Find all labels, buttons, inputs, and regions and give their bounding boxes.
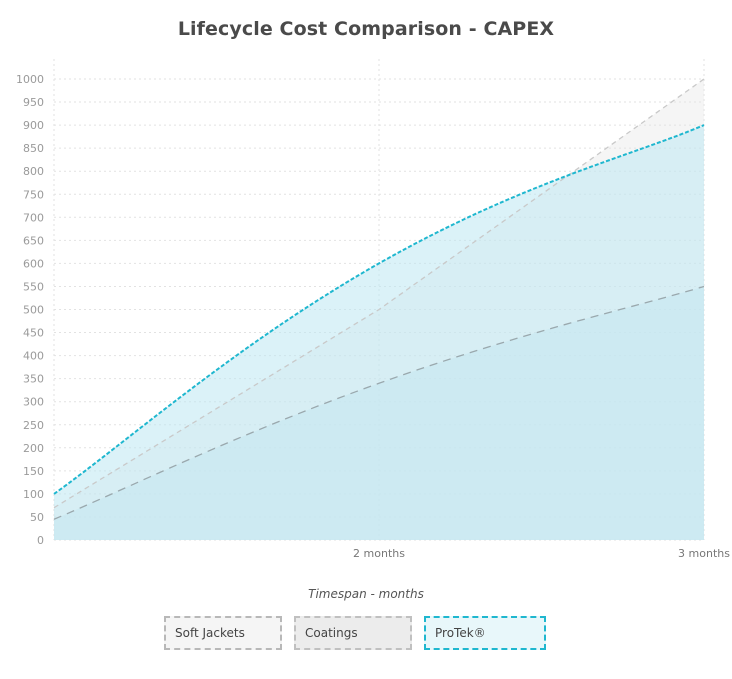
y-tick-label: 1000 xyxy=(16,73,44,86)
x-axis-label: Timespan - months xyxy=(308,587,424,601)
y-tick-label: 800 xyxy=(23,165,44,178)
y-tick-label: 550 xyxy=(23,280,44,293)
chart-canvas: 0 50 100 150 200 250 300 350 400 450 500 550 600 650 7… xyxy=(16,59,730,560)
y-tick-label: 100 xyxy=(23,488,44,501)
y-tick-label: 900 xyxy=(23,119,44,132)
y-tick-label: 450 xyxy=(23,327,44,340)
y-axis-ticks: 0 50 100 150 200 250 300 350 400 450 500 550 600 650 7… xyxy=(16,73,44,547)
y-tick-label: 350 xyxy=(23,373,44,386)
x-tick-label: 2 months xyxy=(353,547,405,560)
chart-legend: Soft Jackets Coatings ProTek® xyxy=(164,616,554,654)
chart-series-lines xyxy=(53,78,705,520)
y-tick-label: 600 xyxy=(23,257,44,270)
y-tick-label: 850 xyxy=(23,142,44,155)
y-tick-label: 500 xyxy=(23,304,44,317)
series-protek-line xyxy=(53,124,705,495)
y-tick-label: 200 xyxy=(23,442,44,455)
y-tick-label: 650 xyxy=(23,234,44,247)
legend-item-soft-jackets[interactable]: Soft Jackets xyxy=(164,616,282,650)
legend-label: Soft Jackets xyxy=(175,626,245,640)
y-tick-label: 50 xyxy=(30,511,44,524)
y-tick-label: 700 xyxy=(23,211,44,224)
y-tick-label: 250 xyxy=(23,419,44,432)
legend-label: Coatings xyxy=(305,626,358,640)
y-tick-label: 950 xyxy=(23,96,44,109)
series-protek-area xyxy=(54,125,704,540)
legend-item-protek[interactable]: ProTek® xyxy=(424,616,546,650)
legend-label: ProTek® xyxy=(435,626,486,640)
x-axis-ticks: 2 months 3 months xyxy=(353,547,730,560)
series-coatings-line xyxy=(53,285,705,520)
y-tick-label: 400 xyxy=(23,350,44,363)
x-tick-label: 3 months xyxy=(678,547,730,560)
y-tick-label: 750 xyxy=(23,188,44,201)
legend-item-coatings[interactable]: Coatings xyxy=(294,616,412,650)
series-soft-jackets-line xyxy=(53,78,705,509)
y-tick-label: 300 xyxy=(23,396,44,409)
y-tick-label: 150 xyxy=(23,465,44,478)
chart-title: Lifecycle Cost Comparison - CAPEX xyxy=(177,18,555,40)
y-tick-label: 0 xyxy=(37,534,44,547)
